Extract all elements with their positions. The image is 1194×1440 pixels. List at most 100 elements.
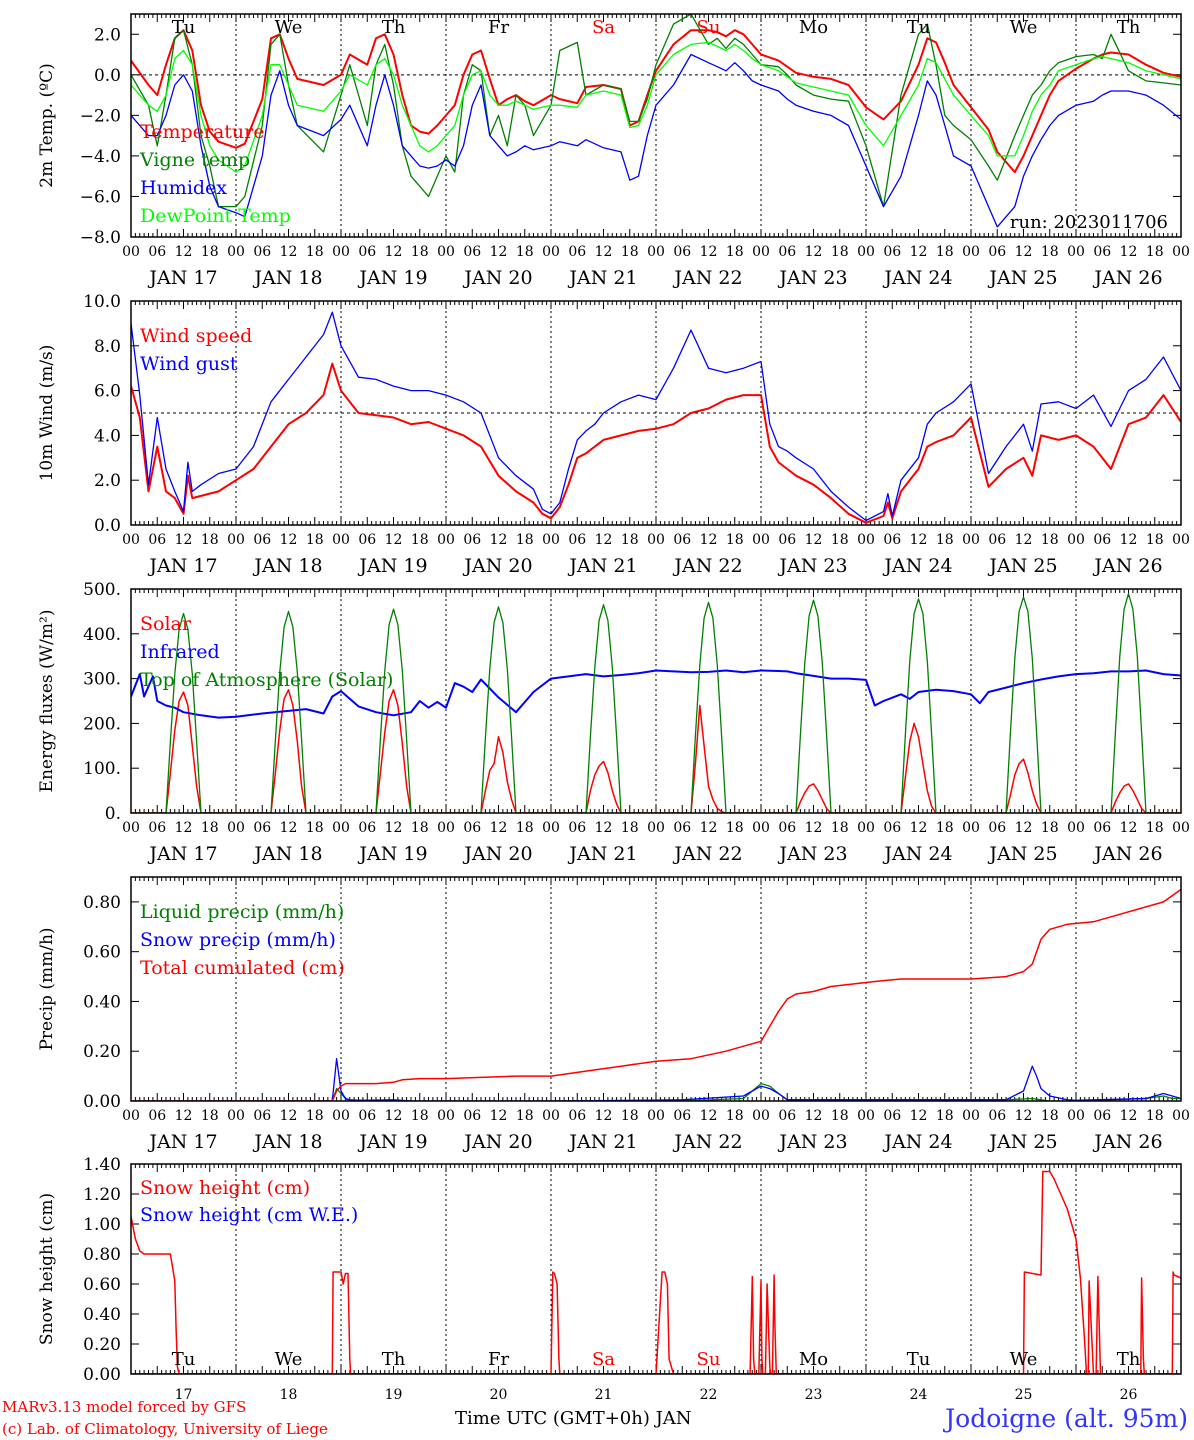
hour-tick-label: 06: [148, 532, 166, 548]
date-label: JAN 18: [252, 843, 322, 865]
weekday-label: Sa: [592, 17, 615, 38]
hour-tick-label: 18: [1146, 820, 1164, 836]
date-label: JAN 24: [882, 843, 952, 865]
hour-tick-label: 00: [542, 1108, 560, 1124]
hour-tick-label: 12: [910, 820, 928, 836]
hour-tick-label: 06: [463, 820, 481, 836]
hour-tick-label: 12: [280, 820, 298, 836]
hour-tick-label: 12: [910, 532, 928, 548]
date-label: JAN 20: [462, 555, 532, 577]
series-line: [131, 669, 1181, 719]
series-line: [131, 592, 1181, 813]
date-label: JAN 22: [672, 1131, 742, 1153]
hour-tick-label: 00: [227, 532, 245, 548]
hour-tick-label: 00: [1172, 1108, 1190, 1124]
y-tick-label: 0.00: [83, 1365, 121, 1385]
y-tick-label: 0.0: [94, 66, 121, 86]
y-tick-label: 0.0: [94, 516, 121, 536]
lab-credit-text: (c) Lab. of Climatology, University of L…: [2, 1420, 328, 1438]
hour-tick-label: 18: [831, 1108, 849, 1124]
hour-tick-label: 12: [805, 1108, 823, 1124]
hour-tick-label: 06: [883, 1108, 901, 1124]
hour-tick-label: 18: [516, 1108, 534, 1124]
hour-tick-label: 00: [542, 532, 560, 548]
hour-tick-label: 06: [673, 532, 691, 548]
date-label: JAN 25: [987, 843, 1057, 865]
hour-tick-label: 18: [936, 1108, 954, 1124]
hour-tick-label: 00: [332, 532, 350, 548]
hour-tick-label: 18: [201, 532, 219, 548]
date-label: JAN 18: [252, 267, 322, 289]
hour-tick-label: 18: [726, 532, 744, 548]
hour-tick-label: 12: [490, 532, 508, 548]
weekday-label: Su: [697, 17, 721, 38]
hour-tick-label: 18: [411, 244, 429, 260]
hour-tick-label: 00: [962, 1108, 980, 1124]
date-label: JAN 26: [1092, 843, 1162, 865]
y-tick-label: 200.: [83, 714, 121, 734]
hour-tick-label: 00: [647, 532, 665, 548]
date-label: JAN 25: [987, 1131, 1057, 1153]
date-label: JAN 26: [1092, 267, 1162, 289]
hour-tick-label: 12: [175, 532, 193, 548]
plot-frame: [130, 588, 1182, 814]
hour-tick-label: 18: [621, 1108, 639, 1124]
hour-tick-label: 06: [358, 820, 376, 836]
hour-tick-label: 12: [595, 244, 613, 260]
series-line: [131, 888, 1181, 1101]
day-number-label: 25: [1015, 1387, 1033, 1403]
y-tick-label: 0.40: [83, 992, 121, 1012]
y-tick-label: 0.80: [83, 893, 121, 913]
legend-entry: Wind speed: [140, 325, 252, 347]
y-tick-label: 2.0: [94, 471, 121, 491]
date-label: JAN 23: [777, 1131, 847, 1153]
hour-tick-label: 18: [1146, 1108, 1164, 1124]
hour-tick-label: 12: [385, 532, 403, 548]
date-label: JAN 21: [567, 267, 637, 289]
date-label: JAN 21: [567, 843, 637, 865]
weekday-label: Mo: [799, 1349, 828, 1370]
hour-tick-label: 00: [437, 244, 455, 260]
hour-tick-label: 18: [411, 820, 429, 836]
date-label: JAN 19: [357, 267, 427, 289]
hour-tick-label: 18: [306, 244, 324, 260]
hour-tick-label: 12: [175, 244, 193, 260]
date-label: JAN 25: [987, 267, 1057, 289]
hour-tick-label: 12: [1015, 1108, 1033, 1124]
hour-tick-label: 06: [358, 532, 376, 548]
hour-tick-label: 06: [358, 1108, 376, 1124]
hour-tick-label: 00: [332, 1108, 350, 1124]
hour-tick-label: 06: [568, 820, 586, 836]
hour-tick-label: 06: [988, 820, 1006, 836]
y-tick-label: 0.40: [83, 1305, 121, 1325]
hour-tick-label: 00: [437, 820, 455, 836]
hour-tick-label: 00: [1067, 820, 1085, 836]
hour-tick-label: 12: [1015, 532, 1033, 548]
hour-tick-label: 00: [962, 244, 980, 260]
date-label: JAN 17: [147, 1131, 217, 1153]
hour-tick-label: 12: [385, 244, 403, 260]
date-label: JAN 23: [777, 267, 847, 289]
hour-tick-label: 18: [936, 820, 954, 836]
weekday-label: We: [275, 17, 303, 38]
hour-tick-label: 12: [490, 820, 508, 836]
y-axis-title: Snow height (cm): [37, 1193, 57, 1345]
date-label: JAN 17: [147, 267, 217, 289]
hour-tick-label: 12: [1120, 532, 1138, 548]
hour-tick-label: 06: [883, 820, 901, 836]
hour-tick-label: 18: [726, 244, 744, 260]
hour-tick-label: 00: [1172, 532, 1190, 548]
hour-tick-label: 06: [358, 244, 376, 260]
hour-tick-label: 06: [463, 1108, 481, 1124]
y-tick-label: 0.60: [83, 1275, 121, 1295]
date-label: JAN 23: [777, 843, 847, 865]
hour-tick-label: 00: [647, 244, 665, 260]
hour-tick-label: 00: [437, 1108, 455, 1124]
y-tick-label: 6.0: [94, 382, 121, 402]
hour-tick-label: 00: [1172, 244, 1190, 260]
hour-tick-label: 00: [227, 1108, 245, 1124]
plot-frame: [130, 876, 1182, 1102]
weekday-label: We: [275, 1349, 303, 1370]
hour-tick-label: 18: [516, 532, 534, 548]
